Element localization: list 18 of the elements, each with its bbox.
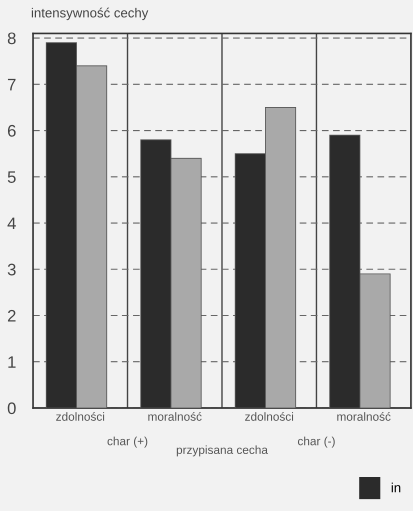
y-tick-label: 1 [8, 356, 16, 368]
y-tick-label: 8 [8, 32, 16, 44]
x-tick-label: zdolności [245, 412, 294, 421]
x-tick-label: moralność [148, 412, 202, 421]
y-tick-label: 5 [8, 171, 16, 183]
legend-label: in [392, 482, 400, 492]
y-axis-title: intensywność cechy [32, 8, 148, 20]
text: char (+) [108, 436, 148, 448]
y-tick-label: 4 [7, 218, 16, 230]
y-tick-label: 3 [8, 264, 16, 276]
y-tick-label: 6 [8, 124, 16, 137]
text: char (-) [298, 436, 335, 448]
y-tick-label: 7 [8, 78, 16, 90]
x-tick-label: moralność [337, 412, 391, 421]
y-tick-label: 2 [8, 310, 16, 322]
x-tick-label: zdolności [56, 412, 104, 421]
x-axis-title: przypisana cecha [176, 445, 268, 456]
y-tick-label: 0 [8, 402, 16, 414]
